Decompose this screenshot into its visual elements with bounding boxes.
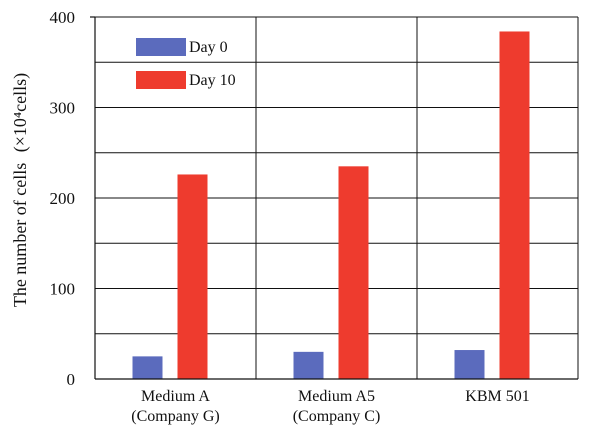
axis-layer — [90, 16, 579, 380]
grid-layer — [95, 16, 578, 379]
bar-day-0 — [454, 350, 485, 379]
legend: Day 0 Day 10 — [136, 38, 236, 89]
x-tick-label-sub: (Company C) — [293, 408, 381, 425]
y-tick-label: 200 — [50, 189, 76, 208]
bar-day-0 — [293, 351, 324, 379]
y-axis-label-text: The number of cells — [10, 163, 30, 307]
bar-layer — [132, 31, 530, 379]
x-tick-label-sub: (Company G) — [131, 408, 219, 425]
legend-swatch — [136, 71, 186, 89]
legend-label: Day 10 — [189, 72, 236, 89]
y-tick-label: 300 — [50, 99, 76, 118]
y-tick-label: 400 — [50, 8, 76, 27]
tick-layer: 0 100 200 300 400 Medium A (Company G) Medium A… — [50, 8, 530, 425]
bar-day-0 — [132, 356, 163, 379]
bar-day-10 — [499, 31, 530, 379]
y-axis-label: The number of cells (×10⁴cells) — [10, 73, 31, 307]
legend-swatch — [136, 38, 186, 56]
x-tick-label: KBM 501 — [465, 388, 529, 405]
x-tick-label: Medium A5 — [298, 388, 375, 405]
x-tick-label: Medium A — [141, 388, 210, 405]
y-tick-label: 0 — [67, 370, 76, 389]
legend-label: Day 0 — [189, 39, 228, 56]
bar-day-10 — [177, 174, 208, 379]
bar-day-10 — [338, 166, 369, 379]
y-tick-label: 100 — [50, 280, 76, 299]
y-axis-label-unit: (×10⁴cells) — [10, 73, 31, 152]
